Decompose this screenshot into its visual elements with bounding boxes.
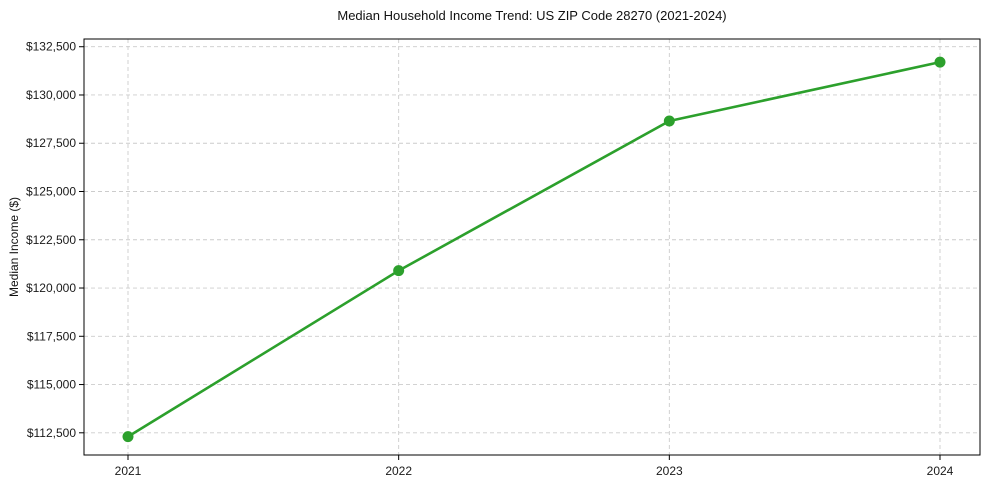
y-tick-label: $127,500 bbox=[26, 136, 76, 150]
y-tick-label: $122,500 bbox=[26, 233, 76, 247]
y-tick-label: $132,500 bbox=[26, 40, 76, 54]
x-tick-label: 2024 bbox=[927, 464, 954, 478]
data-point bbox=[934, 56, 946, 68]
income-trend-line bbox=[126, 60, 942, 438]
chart-title: Median Household Income Trend: US ZIP Co… bbox=[337, 8, 727, 23]
data-point bbox=[122, 431, 134, 443]
y-tick-label: $112,500 bbox=[27, 426, 76, 440]
data-point bbox=[663, 115, 675, 127]
data-point bbox=[393, 265, 405, 277]
plot-border bbox=[83, 38, 981, 456]
x-tick-label: 2021 bbox=[115, 464, 142, 478]
y-tick-label: $120,000 bbox=[26, 281, 76, 295]
y-tick-label: $125,000 bbox=[26, 185, 76, 199]
y-tick-label: $117,500 bbox=[27, 329, 76, 343]
y-tick-label: $130,000 bbox=[26, 88, 76, 102]
x-tick-label: 2023 bbox=[656, 464, 683, 478]
y-tick-label: $115,000 bbox=[27, 378, 76, 392]
x-tick-label: 2022 bbox=[385, 464, 412, 478]
